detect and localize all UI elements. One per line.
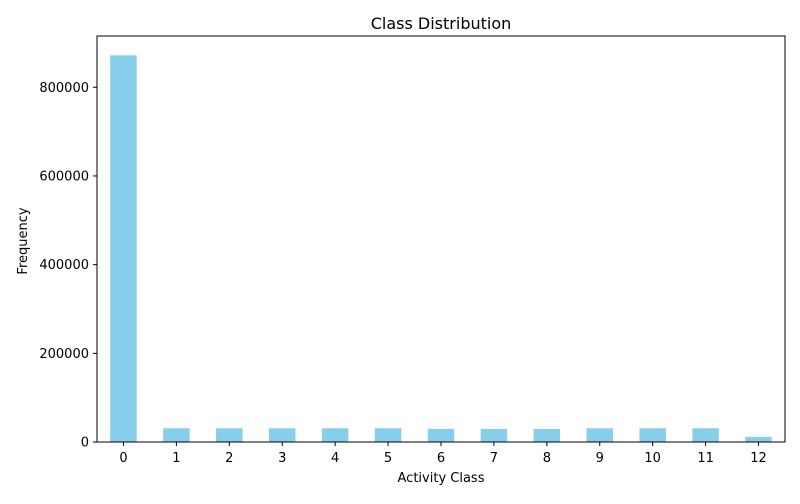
x-tick-label-4: 4 <box>331 451 339 466</box>
x-tick-label-6: 6 <box>437 451 445 466</box>
bar-class-10 <box>639 428 666 442</box>
bar-class-8 <box>533 428 561 442</box>
x-tick-label-3: 3 <box>278 451 286 466</box>
y-tick-label-400000: 400000 <box>39 258 89 273</box>
bar-class-5 <box>374 428 402 442</box>
bar-class-3 <box>269 428 296 442</box>
y-axis-label: Frequency <box>16 207 31 274</box>
x-tick-label-0: 0 <box>119 451 127 466</box>
bar-class-4 <box>321 428 349 442</box>
chart-title: Class Distribution <box>371 14 512 33</box>
bar-class-6 <box>427 428 455 442</box>
bar-class-0 <box>110 55 137 442</box>
y-tick-label-800000: 800000 <box>39 81 89 96</box>
x-tick-label-1: 1 <box>172 451 180 466</box>
axes-group: 0 1 2 3 4 5 6 7 8 9 10 11 12020000040000060000080000… <box>39 35 786 466</box>
x-tick-label-7: 7 <box>490 451 498 466</box>
bar-class-11 <box>692 428 719 442</box>
x-axis-label: Activity Class <box>398 471 485 486</box>
x-tick-label-5: 5 <box>384 451 392 466</box>
x-tick-label-8: 8 <box>543 451 551 466</box>
x-tick-label-12: 12 <box>750 451 767 466</box>
bar-class-12 <box>745 436 772 442</box>
x-tick-label-11: 11 <box>697 451 714 466</box>
bars-group <box>110 55 772 442</box>
bar-class-2 <box>216 428 243 442</box>
x-tick-label-9: 9 <box>596 451 604 466</box>
x-tick-label-10: 10 <box>644 451 661 466</box>
y-tick-label-0: 0 <box>81 436 89 451</box>
bar-class-7 <box>480 428 508 442</box>
x-tick-label-2: 2 <box>225 451 233 466</box>
y-tick-label-600000: 600000 <box>39 169 89 184</box>
y-tick-label-200000: 200000 <box>39 347 89 362</box>
plot-frame <box>96 35 786 443</box>
bar-class-1 <box>163 428 190 442</box>
bar-class-9 <box>586 428 613 442</box>
